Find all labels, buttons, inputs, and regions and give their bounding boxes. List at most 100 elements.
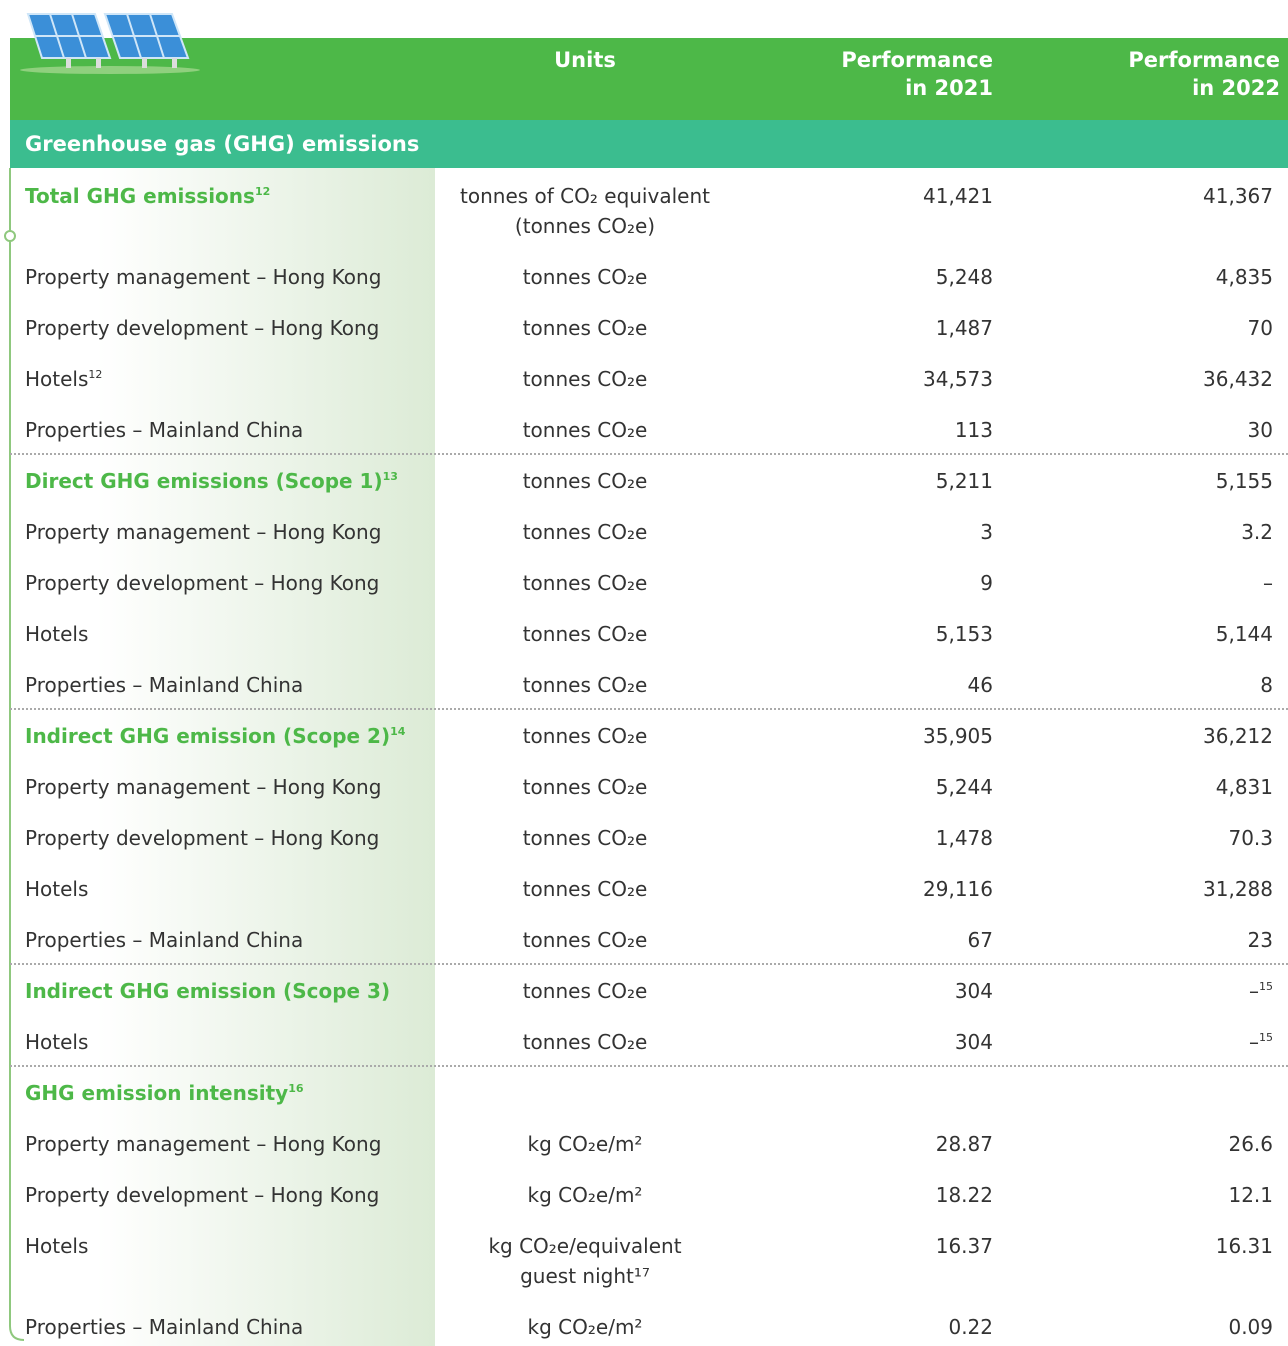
label-text: Total GHG emissions	[25, 184, 255, 208]
label-text: Properties – Mainland China	[25, 928, 304, 952]
row-label: Hotels12	[25, 367, 102, 391]
row-label: Property development – Hong Kong	[25, 1183, 379, 1207]
value-text: 36,432	[1203, 367, 1273, 391]
column-header-line: Performance	[1128, 48, 1280, 72]
value-2022: 41,367	[1203, 184, 1273, 208]
value-2021: 1,487	[935, 316, 993, 340]
value-text: –	[1249, 1030, 1259, 1054]
row-label: Property development – Hong Kong	[25, 571, 379, 595]
units: tonnes CO₂e	[405, 823, 765, 853]
value-2021: 67	[967, 928, 993, 952]
value-2022: 4,835	[1216, 265, 1273, 289]
value-2022: 8	[1260, 673, 1273, 697]
value-2022: 0.09	[1228, 1315, 1273, 1339]
units-line: tonnes CO₂e	[522, 367, 648, 391]
label-text: Property management – Hong Kong	[25, 265, 382, 289]
units-line: tonnes CO₂e	[522, 775, 648, 799]
column-header: Performance in 2021	[841, 46, 993, 102]
row-label: Hotels	[25, 622, 88, 646]
rail	[9, 168, 25, 1341]
label-text: Property development – Hong Kong	[25, 316, 380, 340]
rail-dot	[4, 230, 16, 242]
label-text: Indirect GHG emission (Scope 2)	[25, 724, 391, 748]
units: tonnes CO₂e	[405, 364, 765, 394]
section-bar	[10, 120, 1288, 168]
value-2022: 3.2	[1241, 520, 1273, 544]
label-text: Property development – Hong Kong	[25, 826, 380, 850]
value-text: 5,155	[1215, 469, 1273, 493]
row-label: Property management – Hong Kong	[25, 520, 381, 544]
value-2021: 9	[980, 571, 993, 595]
column-header-line: Performance	[841, 48, 993, 72]
row-label: Hotels	[25, 1030, 88, 1054]
group-heading: Indirect GHG emission (Scope 3)	[25, 979, 390, 1003]
value-2021: 304	[954, 1030, 993, 1054]
units-line: tonnes CO₂e	[522, 1030, 648, 1054]
footnote: 12	[88, 368, 103, 381]
group-heading: Total GHG emissions12	[25, 184, 270, 208]
value-2021: 113	[954, 418, 993, 442]
units-line: tonnes CO₂e	[522, 571, 648, 595]
units: tonnes CO₂e	[405, 313, 765, 343]
units-line: tonnes CO₂e	[522, 469, 648, 493]
row-label: Property development – Hong Kong	[25, 826, 379, 850]
units: tonnes CO₂e	[405, 262, 765, 292]
units: tonnes CO₂e	[405, 925, 765, 955]
value-text: 36,212	[1203, 724, 1273, 748]
value-text: 30	[1247, 418, 1273, 442]
units: tonnes CO₂e	[405, 721, 765, 751]
label-text: Properties – Mainland China	[25, 418, 304, 442]
value-text: 41,367	[1203, 184, 1273, 208]
value-2022: 5,155	[1216, 469, 1273, 493]
value-2021: 5,211	[935, 469, 993, 493]
value-2021: 28.87	[935, 1132, 993, 1156]
value-2021: 304	[954, 979, 993, 1003]
value-2022: –	[1263, 571, 1273, 595]
value-text: –	[1249, 979, 1259, 1003]
value-text: 31,288	[1203, 877, 1273, 901]
label-text: Hotels	[25, 877, 89, 901]
units-line: tonnes CO₂e	[522, 877, 648, 901]
row-label: Property management – Hong Kong	[25, 265, 381, 289]
value-2022: 4,831	[1216, 775, 1273, 799]
units: tonnes CO₂e	[405, 976, 765, 1006]
value-2021: 18.22	[935, 1183, 993, 1207]
separator	[10, 708, 1288, 710]
value-text: –	[1263, 571, 1273, 595]
value-2022: 5,144	[1216, 622, 1273, 646]
value-2022: 36,432	[1203, 367, 1273, 391]
footnote: 14	[390, 725, 406, 738]
units-line: (tonnes CO₂e)	[514, 214, 656, 238]
units-line: tonnes CO₂e	[522, 316, 648, 340]
value-2021: 3	[980, 520, 993, 544]
group-heading: Indirect GHG emission (Scope 2)14	[25, 724, 405, 748]
units: tonnes CO₂e	[405, 466, 765, 496]
value-2021: 46	[967, 673, 993, 697]
units: tonnes CO₂e	[405, 517, 765, 547]
value-2021: 0.22	[948, 1315, 993, 1339]
units-line: tonnes CO₂e	[522, 622, 648, 646]
separator	[10, 1065, 1288, 1067]
footnote: 15	[1259, 980, 1273, 993]
row-label: Properties – Mainland China	[25, 418, 303, 442]
label-text: Property management – Hong Kong	[25, 1132, 382, 1156]
value-text: 3.2	[1241, 520, 1273, 544]
value-2022: 23	[1248, 928, 1273, 952]
value-2021: 34,573	[923, 367, 993, 391]
section-title: Greenhouse gas (GHG) emissions	[25, 132, 420, 156]
value-text: 5,144	[1215, 622, 1273, 646]
column-header-line: Units	[554, 48, 616, 72]
value-2022: –15	[1249, 1030, 1273, 1054]
left-panel	[12, 168, 435, 1346]
units-line: kg CO₂e/m²	[527, 1315, 643, 1339]
column-header: Units	[405, 46, 765, 74]
row-label: Property management – Hong Kong	[25, 1132, 381, 1156]
column-header-line: in 2021	[905, 76, 993, 100]
label-text: Property management – Hong Kong	[25, 520, 382, 544]
label-text: Hotels	[25, 1030, 89, 1054]
value-2022: 30	[1248, 418, 1273, 442]
value-2022: 70	[1248, 316, 1273, 340]
units: tonnes CO₂e	[405, 1027, 765, 1057]
label-text: Property development – Hong Kong	[25, 571, 380, 595]
value-text: 8	[1260, 673, 1273, 697]
